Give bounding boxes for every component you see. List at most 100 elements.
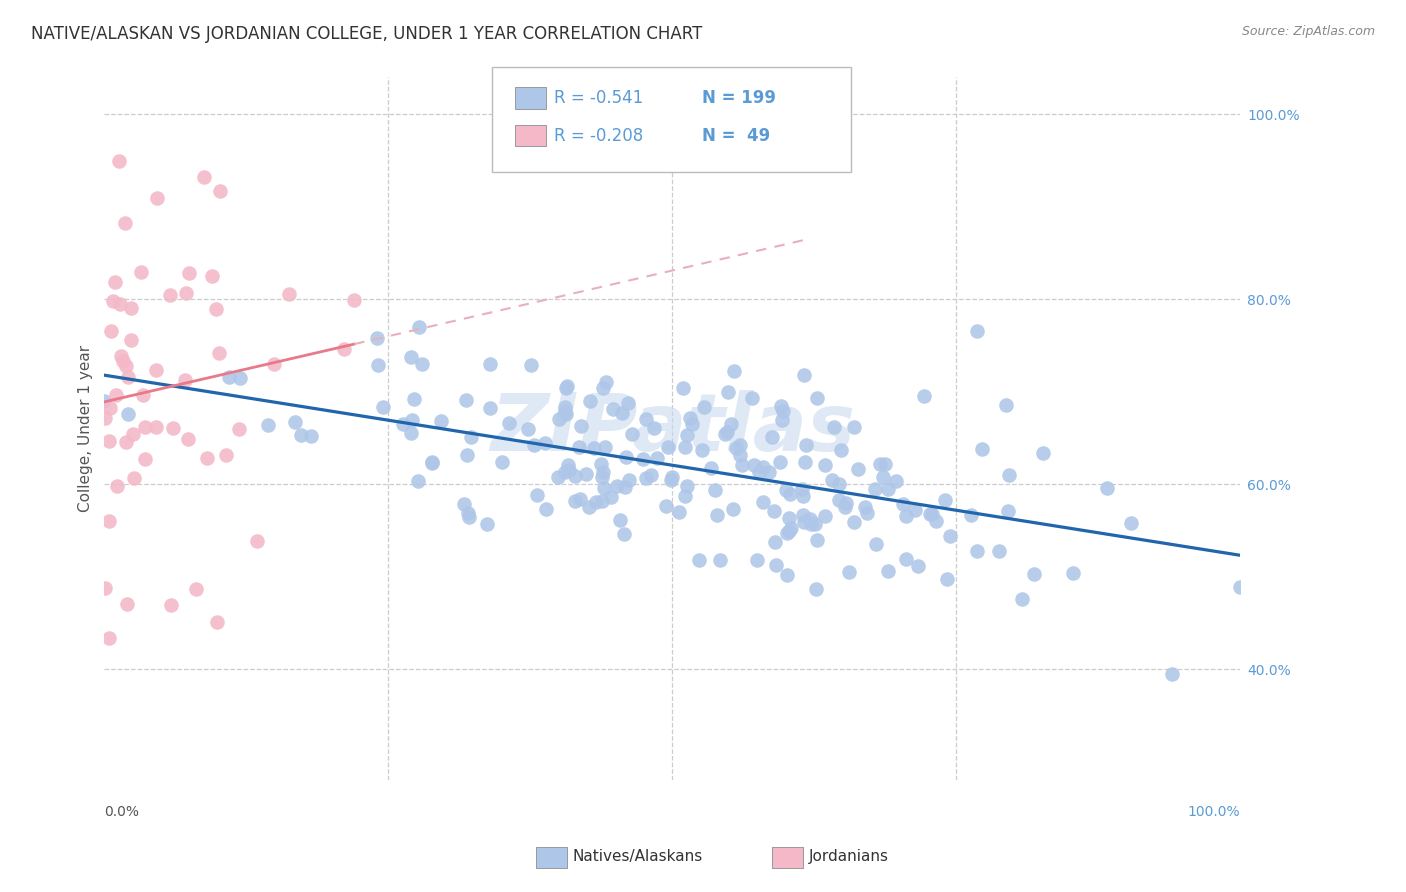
Point (145, 420, 167, 434)
Point (997, 504, 1019, 518)
Point (256, 418, 278, 433)
Point (803, 517, 825, 532)
Point (806, 533, 828, 547)
Point (620, 427, 643, 442)
Point (728, 438, 751, 452)
Point (103, 294, 125, 309)
Text: Jordanians: Jordanians (808, 849, 889, 863)
Point (391, 417, 413, 431)
Point (793, 455, 815, 469)
Point (402, 392, 425, 406)
Point (159, 288, 181, 302)
Point (94, 581, 117, 595)
Point (877, 564, 900, 578)
Point (534, 501, 557, 516)
Point (547, 470, 569, 484)
Point (925, 514, 948, 528)
Point (723, 364, 745, 378)
Point (146, 191, 169, 205)
Point (714, 426, 737, 441)
Point (93, 394, 115, 409)
Point (558, 463, 581, 477)
Point (765, 558, 787, 572)
Point (592, 381, 614, 395)
Point (1160, 666, 1182, 681)
Point (776, 568, 799, 582)
Point (575, 467, 598, 481)
Point (122, 426, 145, 441)
Point (763, 504, 786, 518)
Point (110, 349, 132, 363)
Point (717, 384, 740, 399)
Point (814, 458, 837, 473)
Point (1119, 516, 1142, 530)
Point (655, 499, 678, 513)
Point (619, 473, 641, 487)
Point (201, 269, 224, 284)
Point (752, 494, 775, 508)
Point (728, 448, 751, 462)
Point (1011, 592, 1033, 607)
Point (108, 153, 131, 168)
Point (657, 440, 679, 454)
Point (115, 598, 138, 612)
Point (197, 451, 219, 466)
Point (721, 502, 744, 516)
Point (606, 479, 628, 493)
Point (820, 473, 842, 487)
Point (408, 320, 430, 334)
Point (290, 428, 312, 442)
Point (554, 400, 576, 414)
Point (741, 391, 763, 405)
Point (100, 401, 122, 415)
Point (792, 508, 814, 523)
Point (533, 436, 555, 450)
Text: ZIPatlas: ZIPatlas (489, 390, 855, 467)
Point (555, 407, 578, 421)
Point (411, 358, 433, 372)
Point (399, 350, 422, 364)
Point (700, 461, 723, 475)
Point (838, 565, 860, 579)
Point (214, 449, 236, 463)
Point (592, 481, 614, 495)
Point (205, 302, 228, 317)
Point (631, 452, 654, 467)
Point (94, 411, 117, 425)
Point (343, 293, 366, 308)
Point (523, 438, 546, 452)
Point (162, 420, 184, 434)
Point (333, 343, 356, 357)
Point (277, 287, 299, 301)
Point (703, 483, 725, 497)
Point (681, 417, 703, 432)
Point (863, 482, 886, 496)
Point (830, 443, 852, 458)
Point (554, 465, 576, 479)
Point (246, 534, 269, 549)
Point (456, 393, 478, 408)
Point (602, 401, 624, 416)
Point (778, 524, 800, 539)
Point (1022, 566, 1045, 581)
Point (97, 632, 120, 646)
Point (557, 458, 579, 472)
Point (595, 375, 617, 389)
Point (617, 395, 640, 409)
Point (208, 345, 231, 359)
Point (593, 441, 616, 455)
Point (205, 615, 228, 629)
Point (794, 438, 817, 452)
Point (872, 470, 894, 484)
Point (659, 473, 682, 487)
Text: R = -0.541: R = -0.541 (554, 89, 643, 107)
Point (779, 521, 801, 535)
Point (668, 505, 690, 519)
Point (894, 508, 917, 523)
Point (939, 529, 962, 543)
Point (987, 544, 1010, 558)
Point (367, 358, 389, 372)
Point (672, 381, 695, 395)
Point (614, 450, 637, 464)
Point (775, 483, 797, 498)
